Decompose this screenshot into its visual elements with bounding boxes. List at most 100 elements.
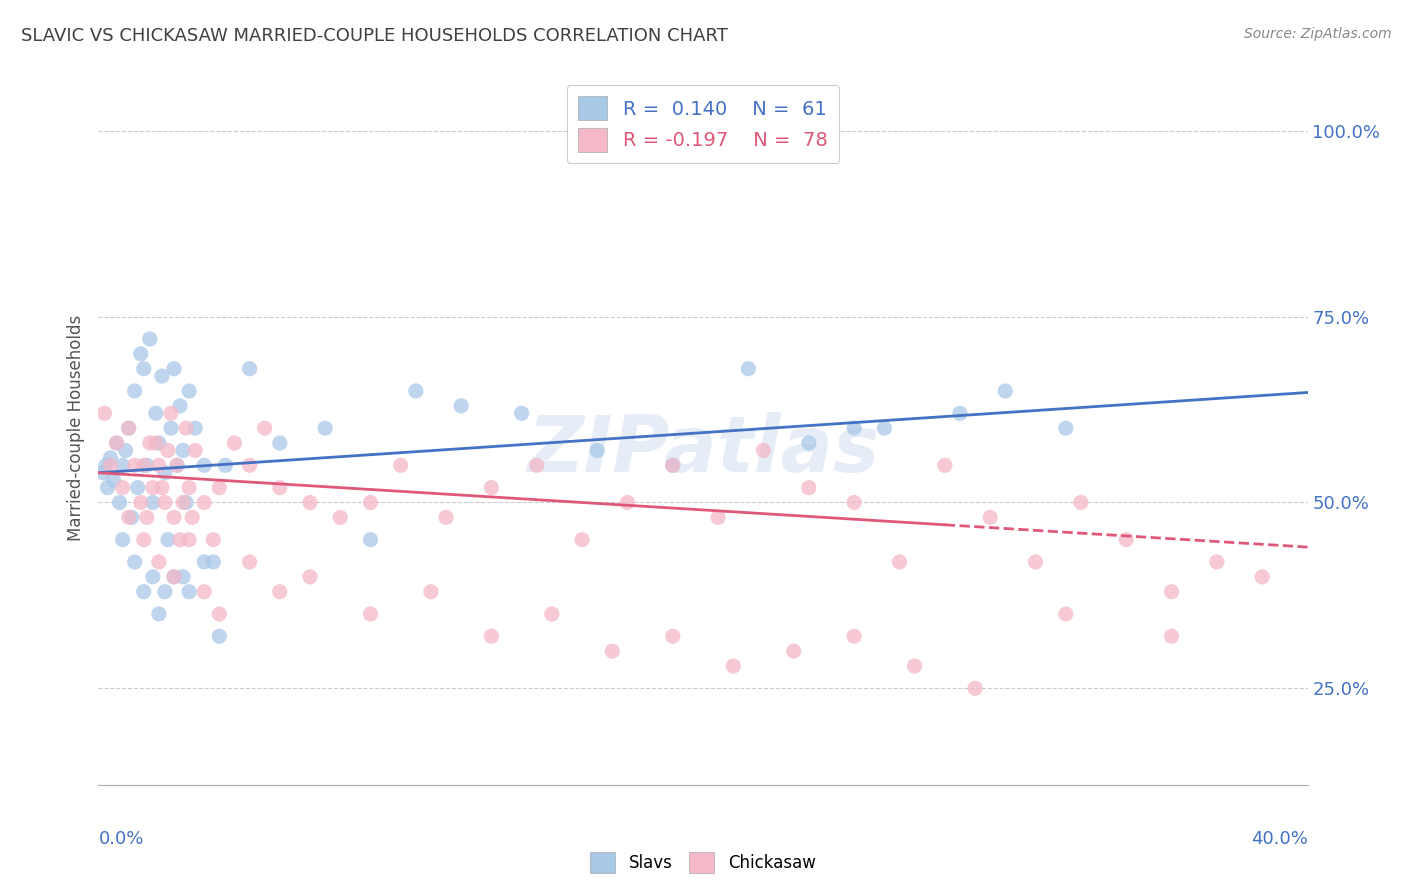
- Point: [181, 510, 204, 524]
- Point: [707, 510, 730, 524]
- Point: [163, 361, 186, 376]
- Point: [160, 421, 183, 435]
- Text: Source: ZipAtlas.com: Source: ZipAtlas.com: [1244, 27, 1392, 41]
- Point: [105, 436, 128, 450]
- Point: [129, 495, 152, 509]
- Point: [844, 421, 866, 435]
- Point: [118, 510, 141, 524]
- Point: [586, 443, 609, 458]
- Point: [752, 443, 775, 458]
- Point: [100, 450, 122, 465]
- Text: ZIPatlas: ZIPatlas: [527, 411, 879, 488]
- Point: [481, 629, 503, 643]
- Point: [96, 481, 118, 495]
- Point: [145, 436, 167, 450]
- Point: [135, 458, 157, 473]
- Point: [153, 584, 176, 599]
- Point: [269, 481, 291, 495]
- Point: [737, 361, 759, 376]
- Point: [797, 481, 820, 495]
- Point: [360, 533, 382, 547]
- Point: [269, 584, 291, 599]
- Point: [661, 458, 683, 473]
- Point: [121, 510, 143, 524]
- Point: [150, 369, 173, 384]
- Point: [314, 421, 336, 435]
- Text: 0.0%: 0.0%: [98, 830, 143, 847]
- Point: [118, 421, 141, 435]
- Point: [208, 481, 231, 495]
- Point: [434, 510, 457, 524]
- Text: 40.0%: 40.0%: [1251, 830, 1308, 847]
- Point: [208, 629, 231, 643]
- Point: [1024, 555, 1046, 569]
- Point: [239, 555, 262, 569]
- Point: [797, 436, 820, 450]
- Point: [153, 495, 176, 509]
- Point: [145, 406, 167, 420]
- Point: [360, 607, 382, 621]
- Point: [111, 533, 134, 547]
- Point: [111, 458, 134, 473]
- Point: [1160, 584, 1182, 599]
- Point: [239, 361, 262, 376]
- Point: [193, 495, 215, 509]
- Point: [139, 436, 162, 450]
- Point: [179, 481, 201, 495]
- Point: [148, 436, 170, 450]
- Point: [184, 421, 207, 435]
- Point: [481, 481, 503, 495]
- Point: [160, 406, 183, 420]
- Point: [224, 436, 246, 450]
- Point: [169, 533, 191, 547]
- Point: [135, 510, 157, 524]
- Point: [661, 458, 683, 473]
- Point: [360, 495, 382, 509]
- Point: [132, 584, 155, 599]
- Point: [111, 481, 134, 495]
- Point: [179, 584, 201, 599]
- Point: [269, 436, 291, 450]
- Point: [329, 510, 352, 524]
- Point: [174, 421, 197, 435]
- Point: [148, 555, 170, 569]
- Point: [783, 644, 806, 658]
- Point: [127, 481, 149, 495]
- Point: [94, 458, 117, 473]
- Point: [420, 584, 443, 599]
- Point: [873, 421, 896, 435]
- Point: [108, 495, 131, 509]
- Point: [148, 458, 170, 473]
- Point: [214, 458, 236, 473]
- Point: [299, 495, 322, 509]
- Point: [142, 495, 165, 509]
- Point: [193, 584, 215, 599]
- Point: [114, 443, 136, 458]
- Point: [153, 466, 176, 480]
- Point: [150, 481, 173, 495]
- Y-axis label: Married-couple Households: Married-couple Households: [66, 315, 84, 541]
- Point: [148, 607, 170, 621]
- Point: [132, 361, 155, 376]
- Point: [208, 607, 231, 621]
- Text: SLAVIC VS CHICKASAW MARRIED-COUPLE HOUSEHOLDS CORRELATION CHART: SLAVIC VS CHICKASAW MARRIED-COUPLE HOUSE…: [21, 27, 728, 45]
- Point: [172, 495, 194, 509]
- Point: [100, 458, 122, 473]
- Point: [239, 458, 262, 473]
- Point: [103, 473, 125, 487]
- Point: [904, 659, 927, 673]
- Point: [105, 436, 128, 450]
- Point: [844, 629, 866, 643]
- Point: [526, 458, 548, 473]
- Point: [179, 533, 201, 547]
- Point: [129, 347, 152, 361]
- Point: [156, 533, 179, 547]
- Point: [142, 481, 165, 495]
- Point: [540, 607, 562, 621]
- Point: [169, 399, 191, 413]
- Point: [91, 466, 114, 480]
- Point: [118, 421, 141, 435]
- Point: [142, 570, 165, 584]
- Point: [934, 458, 956, 473]
- Point: [163, 570, 186, 584]
